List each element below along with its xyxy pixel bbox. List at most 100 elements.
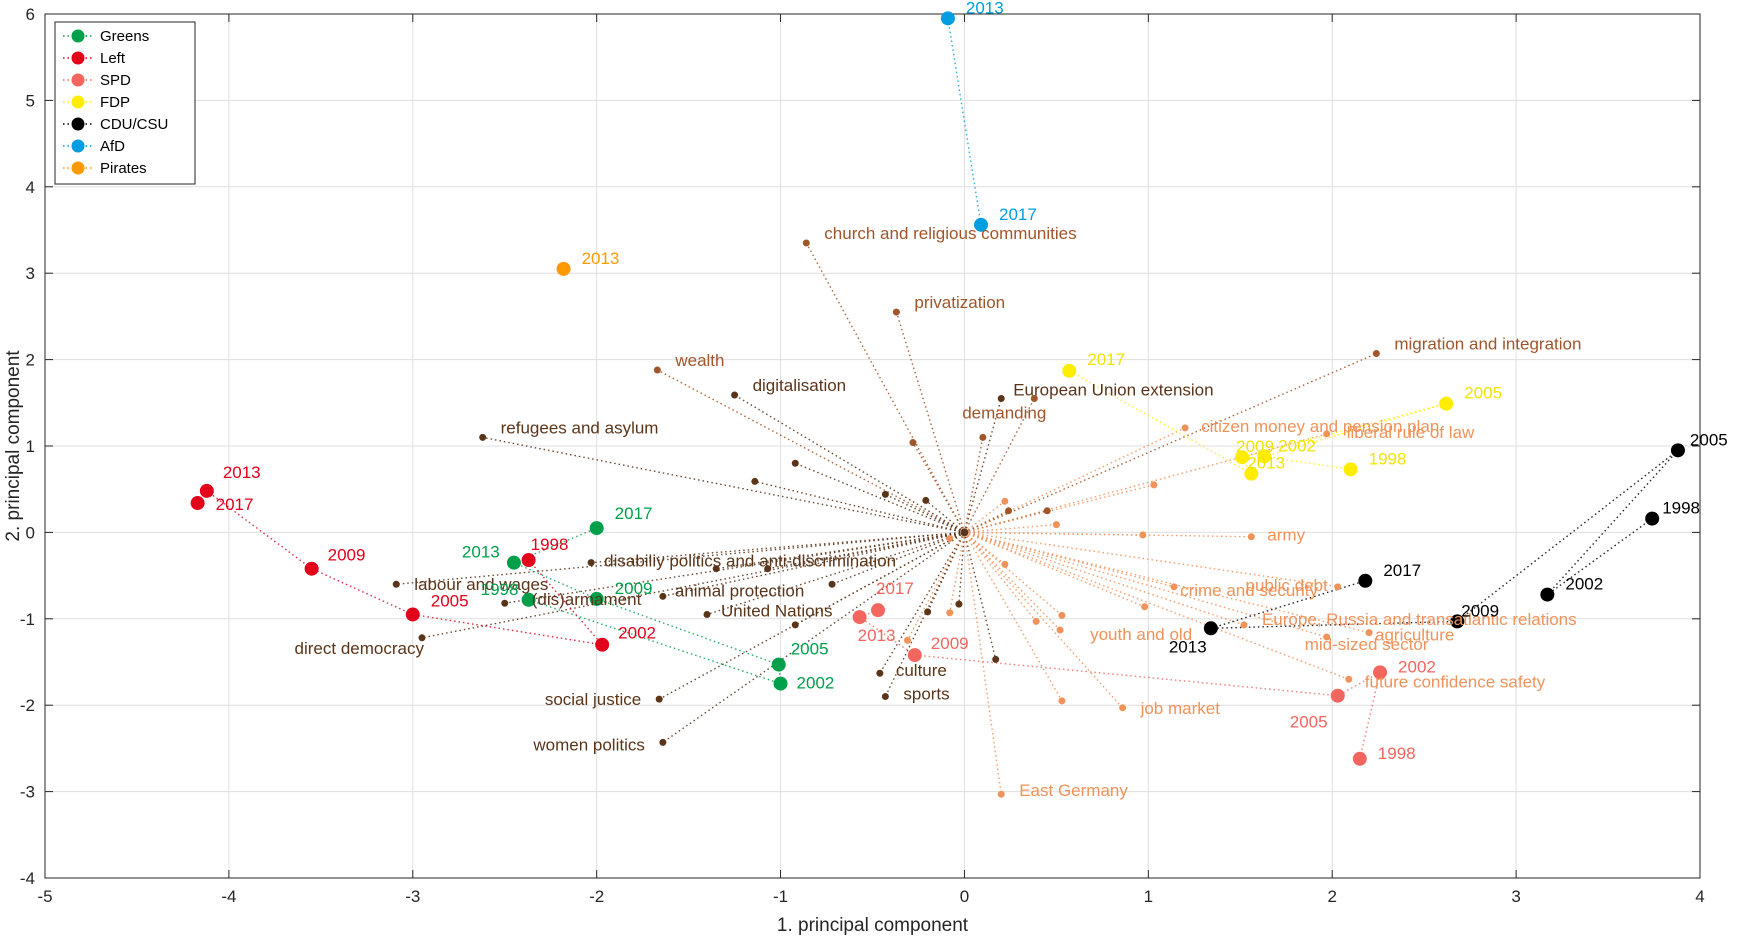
- party-trajectory-line: [947, 18, 982, 225]
- legend-marker: [71, 29, 85, 43]
- legend-entry-label: Pirates: [100, 160, 147, 177]
- loading-line: [963, 532, 997, 660]
- party-points: [190, 11, 1685, 766]
- party-year-label: 2002: [618, 624, 656, 643]
- legend-marker: [71, 95, 85, 109]
- y-tick-label: -1: [20, 610, 35, 629]
- party-year-label: 1998: [1369, 449, 1407, 468]
- party-year-label: 2005: [1290, 713, 1328, 732]
- labels: church and religious communities privatiz…: [216, 0, 1728, 800]
- loading-label: agriculture: [1375, 626, 1454, 645]
- party-trajectory-line: [778, 664, 782, 684]
- party-point: [1670, 443, 1685, 458]
- party-year-label: 2013: [858, 626, 896, 645]
- loading-point: [922, 496, 930, 504]
- loading-point: [997, 394, 1005, 402]
- legend-entry-label: Greens: [100, 28, 149, 45]
- x-tick-label: 0: [960, 887, 969, 906]
- loading-label: culture: [896, 661, 947, 680]
- party-year-label: 2013: [223, 463, 261, 482]
- party-year-label: 2005: [1464, 384, 1502, 403]
- y-tick-label: -2: [20, 696, 35, 715]
- x-tick-label: -3: [405, 887, 420, 906]
- party-trajectory-line: [1546, 449, 1679, 596]
- party-point: [1343, 462, 1358, 477]
- loading-point: [1058, 697, 1066, 705]
- loading-lines: [396, 242, 1377, 795]
- loading-point: [418, 634, 426, 642]
- loading-point: [946, 534, 954, 542]
- loading-line: [963, 531, 1061, 631]
- loading-point: [731, 391, 739, 399]
- origin-point: [960, 528, 969, 537]
- loading-line: [963, 532, 1063, 702]
- party-point: [199, 483, 214, 498]
- loading-point: [655, 695, 663, 703]
- party-trajectory-line: [528, 599, 781, 685]
- loading-line: [396, 531, 965, 585]
- party-trajectory-line: [206, 490, 313, 570]
- loading-point: [1001, 497, 1009, 505]
- party-point: [773, 676, 788, 691]
- party-point: [1373, 665, 1388, 680]
- grid: [44, 13, 1701, 879]
- legend-marker: [71, 117, 85, 131]
- loading-label: liberal rule of law: [1347, 423, 1475, 442]
- loading-point: [1058, 611, 1066, 619]
- party-year-label: 2013: [582, 249, 620, 268]
- party-year-label: 2009: [1461, 601, 1499, 620]
- loading-point: [1372, 350, 1380, 358]
- party-year-label: 2002: [797, 674, 835, 693]
- party-trajectory-line: [859, 609, 879, 618]
- x-tick-label: -4: [221, 887, 236, 906]
- loading-point: [955, 600, 963, 608]
- loading-label: church and religious communities: [824, 224, 1076, 243]
- loading-point: [659, 592, 667, 600]
- loading-point: [392, 580, 400, 588]
- loading-line: [964, 531, 1370, 634]
- party-point: [1645, 511, 1660, 526]
- legend-entry-label: SPD: [100, 72, 131, 89]
- loading-label: citizen money and pension plan: [1201, 417, 1439, 436]
- party-year-label: 2013: [462, 543, 500, 562]
- loading-point: [1001, 560, 1009, 568]
- party-trajectory-line: [1068, 370, 1252, 475]
- loading-label: sports: [903, 685, 949, 704]
- y-tick-label: 3: [26, 264, 35, 283]
- legend-marker: [71, 73, 85, 87]
- loading-point: [1043, 507, 1051, 515]
- party-year-label: 2013: [1169, 637, 1207, 656]
- party-point: [1203, 621, 1218, 636]
- y-tick-label: -4: [20, 869, 35, 888]
- loading-line: [884, 532, 966, 697]
- loading-line: [662, 531, 965, 598]
- loading-line: [794, 531, 965, 626]
- x-axis-label: 1. principal component: [777, 915, 969, 936]
- loading-point: [1323, 633, 1331, 641]
- loading-label: public debt: [1246, 576, 1329, 595]
- loading-point: [751, 477, 759, 485]
- loading-point: [997, 790, 1005, 798]
- loading-line: [964, 352, 1377, 534]
- party-point: [521, 592, 536, 607]
- party-point: [556, 261, 571, 276]
- party-point: [1358, 573, 1373, 588]
- loading-point: [802, 239, 810, 247]
- loading-label: animal protection: [675, 581, 804, 600]
- party-trajectory-line: [513, 561, 597, 600]
- loading-line: [927, 532, 966, 613]
- party-year-label: 2002: [1278, 436, 1316, 455]
- loading-label: digitalisation: [753, 376, 847, 395]
- party-year-label: 1998: [481, 580, 519, 599]
- party-year-label: 2017: [1087, 350, 1125, 369]
- party-trajectory-line: [596, 598, 779, 666]
- party-point: [506, 555, 521, 570]
- loading-label: wealth: [674, 351, 724, 370]
- x-tick-label: 2: [1327, 887, 1336, 906]
- loading-line: [963, 531, 1124, 709]
- y-tick-label: 1: [26, 437, 35, 456]
- party-trajectory-line: [412, 613, 603, 646]
- loading-point: [1181, 424, 1189, 432]
